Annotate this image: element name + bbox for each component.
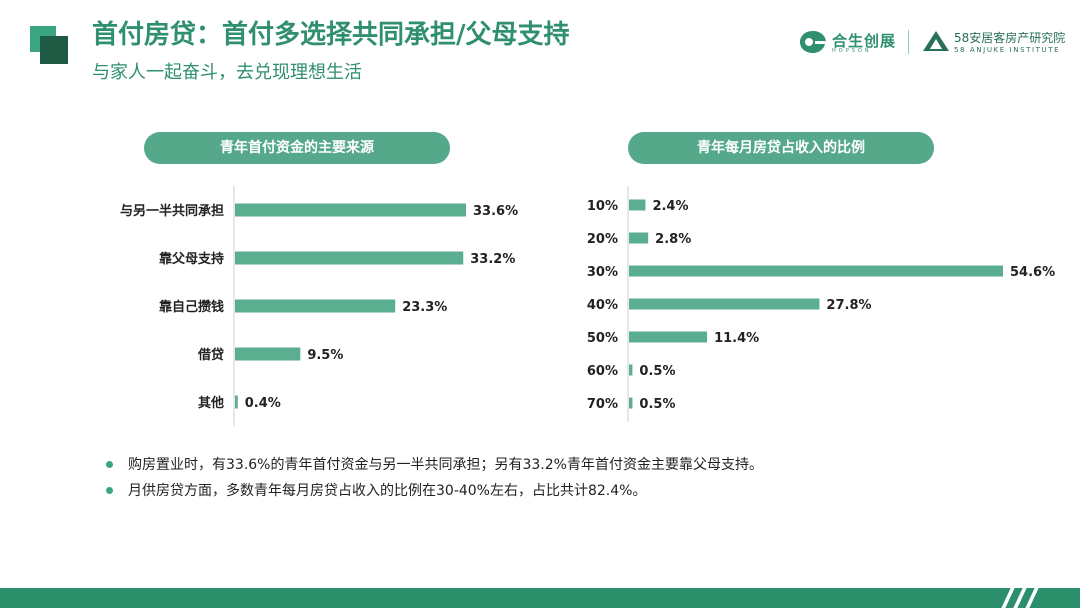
left-chart-category-label: 与另一半共同承担 [120,203,224,219]
left-chart-title: 青年首付资金的主要来源 [144,132,450,164]
page-subtitle: 与家人一起奋斗，去兑现理想生活 [92,62,362,83]
right-chart-category-label: 50% [587,331,618,346]
bullet-dot-icon [106,487,113,494]
anjuke-logo-text: 58安居客房产研究院 [954,31,1066,45]
bullet-item: 购房置业时，有33.6%的青年首付资金与另一半共同承担；另有33.2%青年首付资… [100,452,1040,478]
left-chart-category-label: 其他 [198,395,224,411]
left-chart-bar [235,203,466,217]
bullet-item: 月供房贷方面，多数青年每月房贷占收入的比例在30-40%左右，占比共计82.4%… [100,478,1040,504]
logo-area: 合生创展 HOPSON 58安居客房产研究院 58 ANJUKE INSTITU… [798,26,1078,60]
left-chart-value-label: 9.5% [307,348,343,363]
anjuke-logo-icon [923,31,949,51]
title-decoration-front-square [40,36,68,64]
right-chart-value-label: 54.6% [1010,265,1055,280]
anjuke-logo-subtext: 58 ANJUKE INSTITUTE [954,46,1061,54]
logo-divider [908,30,909,54]
right-chart-bar [629,199,646,211]
right-chart-bar [629,397,633,409]
right-chart-category-label: 70% [587,397,618,412]
left-chart-value-label: 33.6% [473,204,518,219]
left-chart-value-label: 0.4% [245,396,281,411]
bullet-text: 购房置业时，有33.6%的青年首付资金与另一半共同承担；另有33.2%青年首付资… [128,457,763,473]
footer-stripe [1013,588,1027,608]
left-chart-category-label: 靠自己攒钱 [159,299,224,315]
bullet-text: 月供房贷方面，多数青年每月房贷占收入的比例在30-40%左右，占比共计82.4%… [128,483,647,499]
page-title: 首付房贷：首付多选择共同承担/父母支持 [92,20,570,50]
right-chart-value-label: 2.8% [655,232,691,247]
left-chart-value-label: 23.3% [402,300,447,315]
right-chart-title: 青年每月房贷占收入的比例 [628,132,934,164]
right-chart-value-label: 27.8% [826,298,871,313]
right-chart-value-label: 11.4% [714,331,759,346]
left-chart-bar [235,299,396,313]
right-chart-category-label: 60% [587,364,618,379]
right-chart-value-label: 0.5% [639,397,675,412]
left-chart-bar [235,251,464,265]
hopson-logo-subtext: HOPSON [832,48,872,54]
right-chart-bar [629,265,1003,277]
right-chart-bar [629,232,649,244]
right-chart-category-label: 10% [587,199,618,214]
left-chart-category-label: 靠父母支持 [159,251,224,267]
right-chart-category-label: 40% [587,298,618,313]
hopson-logo-icon [800,31,826,53]
right-chart-bar [629,298,820,310]
hopson-logo-text: 合生创展 [832,32,897,50]
right-chart-value-label: 2.4% [652,199,688,214]
summary-bullets: 购房置业时，有33.6%的青年首付资金与另一半共同承担；另有33.2%青年首付资… [100,452,1040,504]
footer-band [0,588,1080,608]
right-chart-bar [629,364,633,376]
right-chart-category-label: 20% [587,232,618,247]
right-chart-category-label: 30% [587,265,618,280]
left-chart-bar [235,395,238,409]
right-chart-bar [629,331,708,343]
footer-stripe [1001,588,1015,608]
footer-stripe [1025,588,1039,608]
bullet-dot-icon [106,461,113,468]
left-chart-category-label: 借贷 [197,347,224,363]
left-chart-value-label: 33.2% [470,252,515,267]
right-chart-value-label: 0.5% [639,364,675,379]
left-chart-bar [235,347,301,361]
